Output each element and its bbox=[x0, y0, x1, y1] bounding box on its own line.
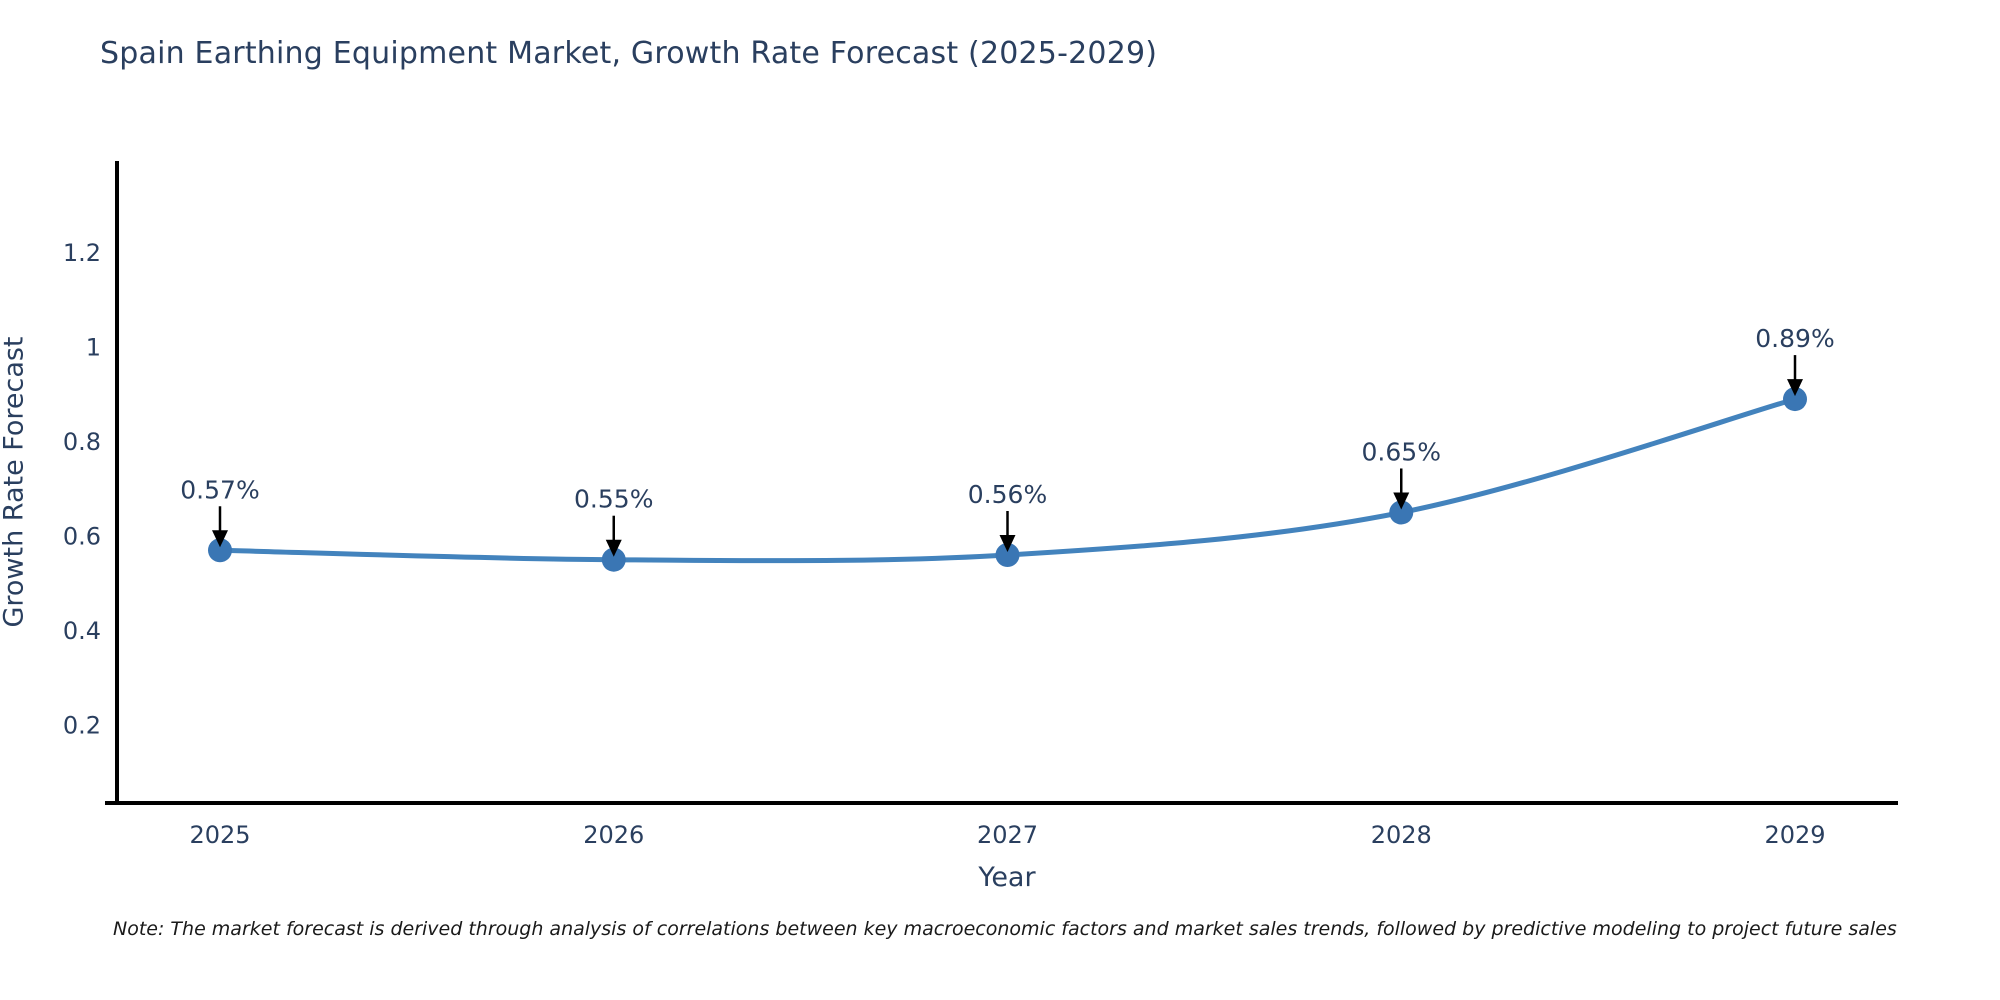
x-tick-label: 2029 bbox=[1764, 821, 1825, 849]
annotation-arrowhead-icon bbox=[1393, 492, 1410, 510]
data-point-marker[interactable] bbox=[601, 547, 626, 572]
data-point-value-label: 0.56% bbox=[968, 480, 1047, 509]
annotation-arrowhead-icon bbox=[1787, 379, 1803, 397]
y-tick-label: 0.6 bbox=[63, 522, 101, 550]
chart-title: Spain Earthing Equipment Market, Growth … bbox=[100, 36, 1158, 71]
annotation-arrowhead-icon bbox=[212, 530, 228, 548]
annotation-arrowhead-icon bbox=[605, 539, 622, 557]
annotation-arrowhead-icon bbox=[999, 534, 1016, 552]
y-tick-label: 1.2 bbox=[63, 239, 101, 267]
x-tick-label: 2025 bbox=[189, 821, 250, 849]
y-tick-label: 1 bbox=[86, 334, 101, 362]
y-tick-label: 0.4 bbox=[63, 617, 101, 645]
x-tick-label: 2027 bbox=[977, 821, 1038, 849]
x-tick-label: 2026 bbox=[583, 821, 644, 849]
data-point-value-label: 0.65% bbox=[1362, 437, 1441, 466]
data-point-marker[interactable] bbox=[1783, 387, 1807, 412]
data-point-value-label: 0.55% bbox=[574, 485, 653, 514]
data-point-value-label: 0.89% bbox=[1755, 324, 1834, 353]
x-axis-title: Year bbox=[978, 862, 1036, 893]
y-tick-label: 0.8 bbox=[63, 428, 101, 456]
data-point-marker[interactable] bbox=[995, 542, 1020, 567]
y-tick-label: 0.2 bbox=[63, 711, 101, 739]
data-point-marker[interactable] bbox=[1389, 500, 1414, 525]
data-point-marker[interactable] bbox=[208, 538, 232, 563]
x-tick-label: 2028 bbox=[1371, 821, 1432, 849]
footnote: Note: The market forecast is derived thr… bbox=[113, 918, 1897, 940]
data-point-value-label: 0.57% bbox=[180, 475, 259, 504]
y-axis-title: Growth Rate Forecast bbox=[0, 336, 30, 628]
